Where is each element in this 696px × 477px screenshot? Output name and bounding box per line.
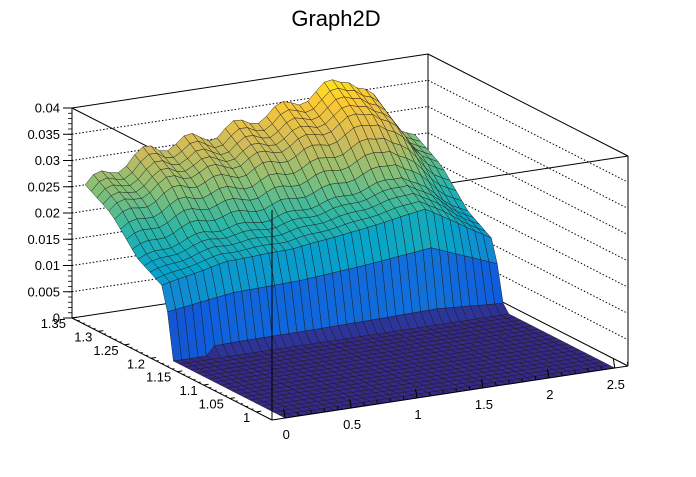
- y-tick-label: 1.15: [146, 370, 171, 385]
- y-tick-label: 1.1: [180, 383, 198, 398]
- y-tick-label: 1: [243, 410, 250, 425]
- x-tick-label: 1: [414, 407, 421, 422]
- y-tick-label: 1.3: [74, 329, 92, 344]
- top-right-edge: [428, 54, 628, 156]
- z-tick-label: 0.03: [35, 153, 60, 168]
- x-tick-label: 1.5: [475, 397, 493, 412]
- z-tick-label: 0.01: [35, 258, 60, 273]
- x-tick-label: 0.5: [343, 417, 361, 432]
- y-tick-label: 1.05: [199, 397, 224, 412]
- z-tick-label: 0.025: [27, 179, 60, 194]
- y-tick-label: 1.35: [41, 316, 66, 331]
- z-tick-label: 0.04: [35, 101, 60, 116]
- chart-title: Graph2D: [291, 6, 380, 31]
- x-tick-label: 2: [546, 387, 553, 402]
- x-tick-label: 0: [283, 427, 290, 442]
- surface-mesh: [85, 80, 615, 418]
- z-tick-label: 0.005: [27, 284, 60, 299]
- grid-line-z: [428, 107, 628, 209]
- z-tick-label: 0.035: [27, 127, 60, 142]
- z-tick-label: 0.02: [35, 206, 60, 221]
- y-tick-label: 1.2: [127, 356, 145, 371]
- x-tick-label: 2.5: [607, 377, 625, 392]
- grid-line-z: [428, 80, 628, 182]
- y-tick-label: 1.25: [93, 343, 118, 358]
- z-tick-label: 0.015: [27, 232, 60, 247]
